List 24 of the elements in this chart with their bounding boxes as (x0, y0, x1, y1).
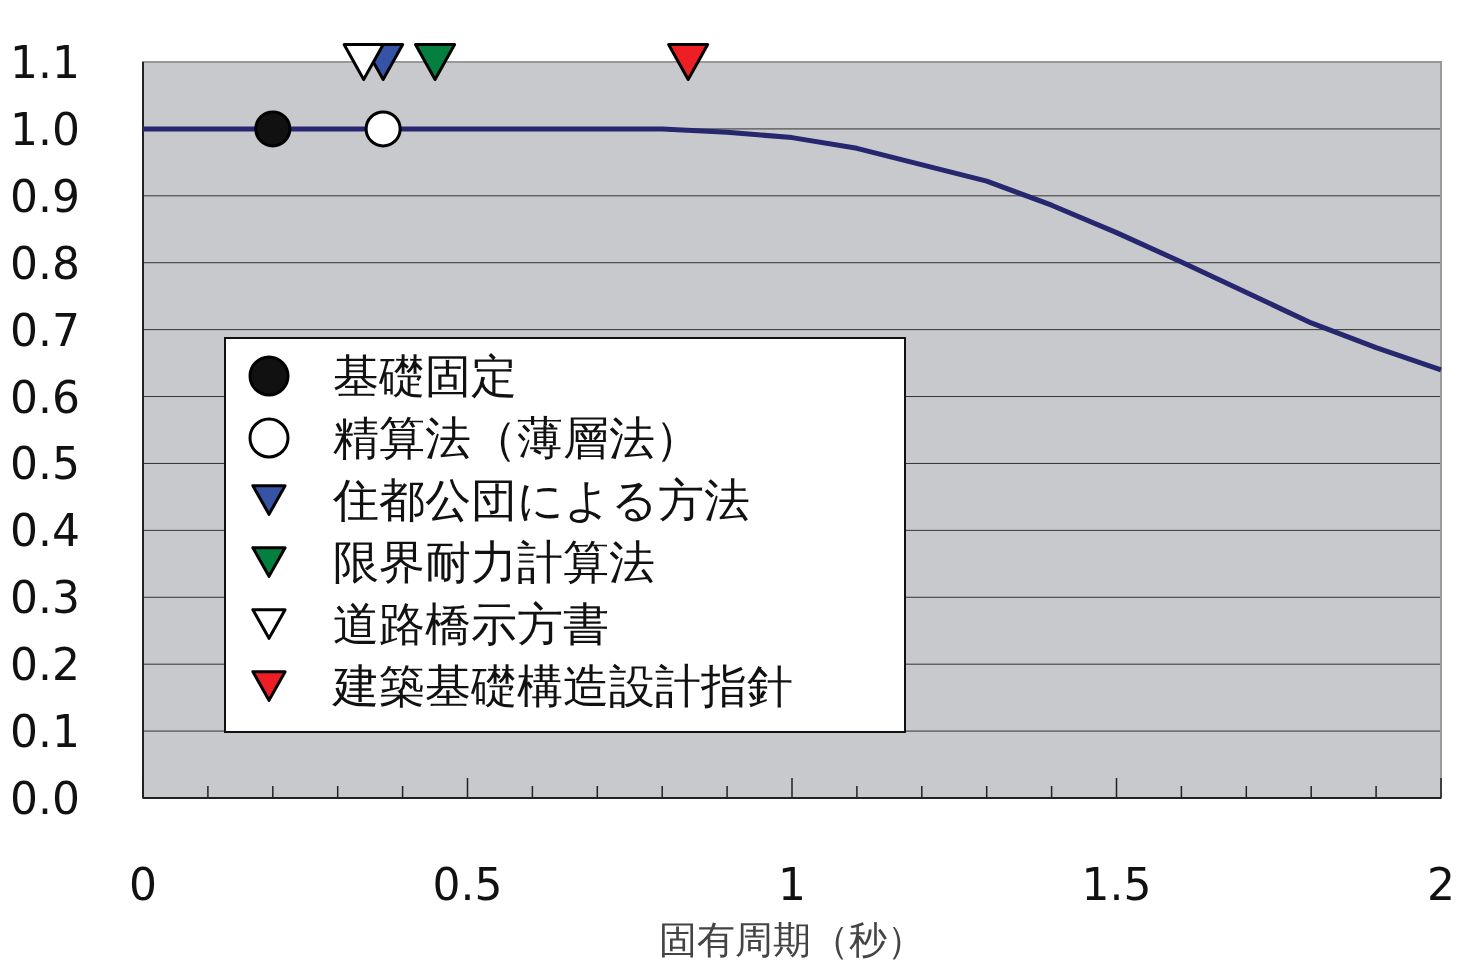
legend-label: 道路橋示方書 (333, 597, 609, 651)
y-tick-label: 0.3 (10, 572, 80, 624)
x-tick-label: 1 (778, 859, 806, 910)
y-tick-label: 0.1 (10, 706, 80, 758)
legend-label: 限界耐力計算法 (333, 535, 655, 589)
y-tick-label: 0.2 (10, 639, 80, 691)
legend-label: 基礎固定 (333, 349, 517, 403)
x-tick-label: 0.5 (432, 859, 503, 910)
y-tick-label: 0.7 (10, 304, 80, 356)
y-tick-label: 0.5 (10, 438, 80, 490)
legend-label: 精算法（薄層法） (333, 411, 701, 465)
x-tick-label: 1.5 (1081, 859, 1152, 910)
y-tick-label: 0.8 (10, 237, 80, 289)
legend-label: 住都公団による方法 (332, 473, 750, 527)
y-tick-label: 1.0 (10, 103, 80, 155)
y-tick-label: 0.9 (10, 170, 80, 222)
y-tick-label: 0.4 (10, 505, 80, 557)
legend-label: 建築基礎構造設計指針 (332, 659, 793, 713)
x-tick-label: 0 (129, 859, 157, 910)
y-tick-label: 0.6 (10, 371, 80, 423)
y-tick-label: 1.1 (10, 37, 80, 88)
x-tick-label: 2 (1427, 859, 1455, 910)
y-tick-label: 0.0 (10, 773, 80, 824)
x-axis-title: 固有周期（秒） (659, 918, 925, 962)
